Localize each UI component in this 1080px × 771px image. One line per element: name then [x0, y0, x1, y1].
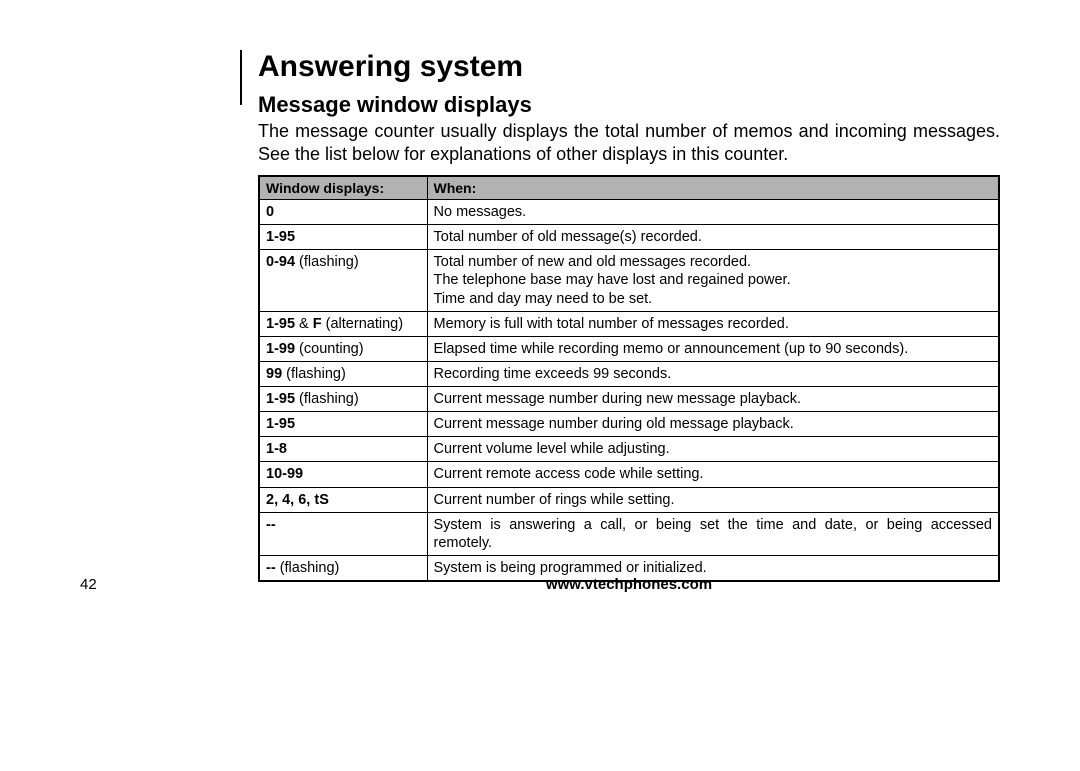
cell-display: 0-94 (flashing)	[259, 250, 427, 311]
cell-when: Current message number during new messag…	[427, 387, 999, 412]
table-row: 1-8Current volume level while adjusting.	[259, 437, 999, 462]
cell-when: Total number of new and old messages rec…	[427, 250, 999, 311]
footer-url: www.vtechphones.com	[258, 576, 1000, 593]
table-row: 2, 4, 6, tSCurrent number of rings while…	[259, 487, 999, 512]
cell-when: Current remote access code while setting…	[427, 462, 999, 487]
page-title: Answering system	[258, 50, 1000, 84]
cell-when: Total number of old message(s) recorded.	[427, 225, 999, 250]
cell-when: Elapsed time while recording memo or ann…	[427, 336, 999, 361]
page-subtitle: Message window displays	[258, 92, 1000, 118]
displays-table: Window displays: When: 0No messages.1-95…	[258, 175, 1000, 582]
cell-display: 1-95 (flashing)	[259, 387, 427, 412]
col-header-when: When:	[427, 176, 999, 200]
cell-when: Memory is full with total number of mess…	[427, 311, 999, 336]
cell-display: 2, 4, 6, tS	[259, 487, 427, 512]
table-row: 1-95Total number of old message(s) recor…	[259, 225, 999, 250]
cell-display: 1-8	[259, 437, 427, 462]
page-number: 42	[80, 576, 97, 593]
cell-when: System is answering a call, or being set…	[427, 512, 999, 555]
table-row: 1-95 & F (alternating)Memory is full wit…	[259, 311, 999, 336]
cell-display: 1-99 (counting)	[259, 336, 427, 361]
cell-display: 1-95 & F (alternating)	[259, 311, 427, 336]
table-header-row: Window displays: When:	[259, 176, 999, 200]
cell-display: 1-95	[259, 225, 427, 250]
col-header-displays: Window displays:	[259, 176, 427, 200]
table-row: 1-95Current message number during old me…	[259, 412, 999, 437]
table-row: 1-99 (counting)Elapsed time while record…	[259, 336, 999, 361]
table-row: 99 (flashing)Recording time exceeds 99 s…	[259, 361, 999, 386]
cell-when: Current message number during old messag…	[427, 412, 999, 437]
intro-paragraph: The message counter usually displays the…	[258, 120, 1000, 165]
cell-when: Current number of rings while setting.	[427, 487, 999, 512]
cell-display: 10-99	[259, 462, 427, 487]
cell-display: 1-95	[259, 412, 427, 437]
table-row: --System is answering a call, or being s…	[259, 512, 999, 555]
table-row: 10-99Current remote access code while se…	[259, 462, 999, 487]
table-row: 1-95 (flashing)Current message number du…	[259, 387, 999, 412]
cell-display: 99 (flashing)	[259, 361, 427, 386]
cell-display: 0	[259, 200, 427, 225]
cell-when: No messages.	[427, 200, 999, 225]
cell-display: --	[259, 512, 427, 555]
cell-when: Recording time exceeds 99 seconds.	[427, 361, 999, 386]
table-row: 0-94 (flashing)Total number of new and o…	[259, 250, 999, 311]
cell-when: Current volume level while adjusting.	[427, 437, 999, 462]
table-row: 0No messages.	[259, 200, 999, 225]
section-rule	[240, 50, 242, 105]
